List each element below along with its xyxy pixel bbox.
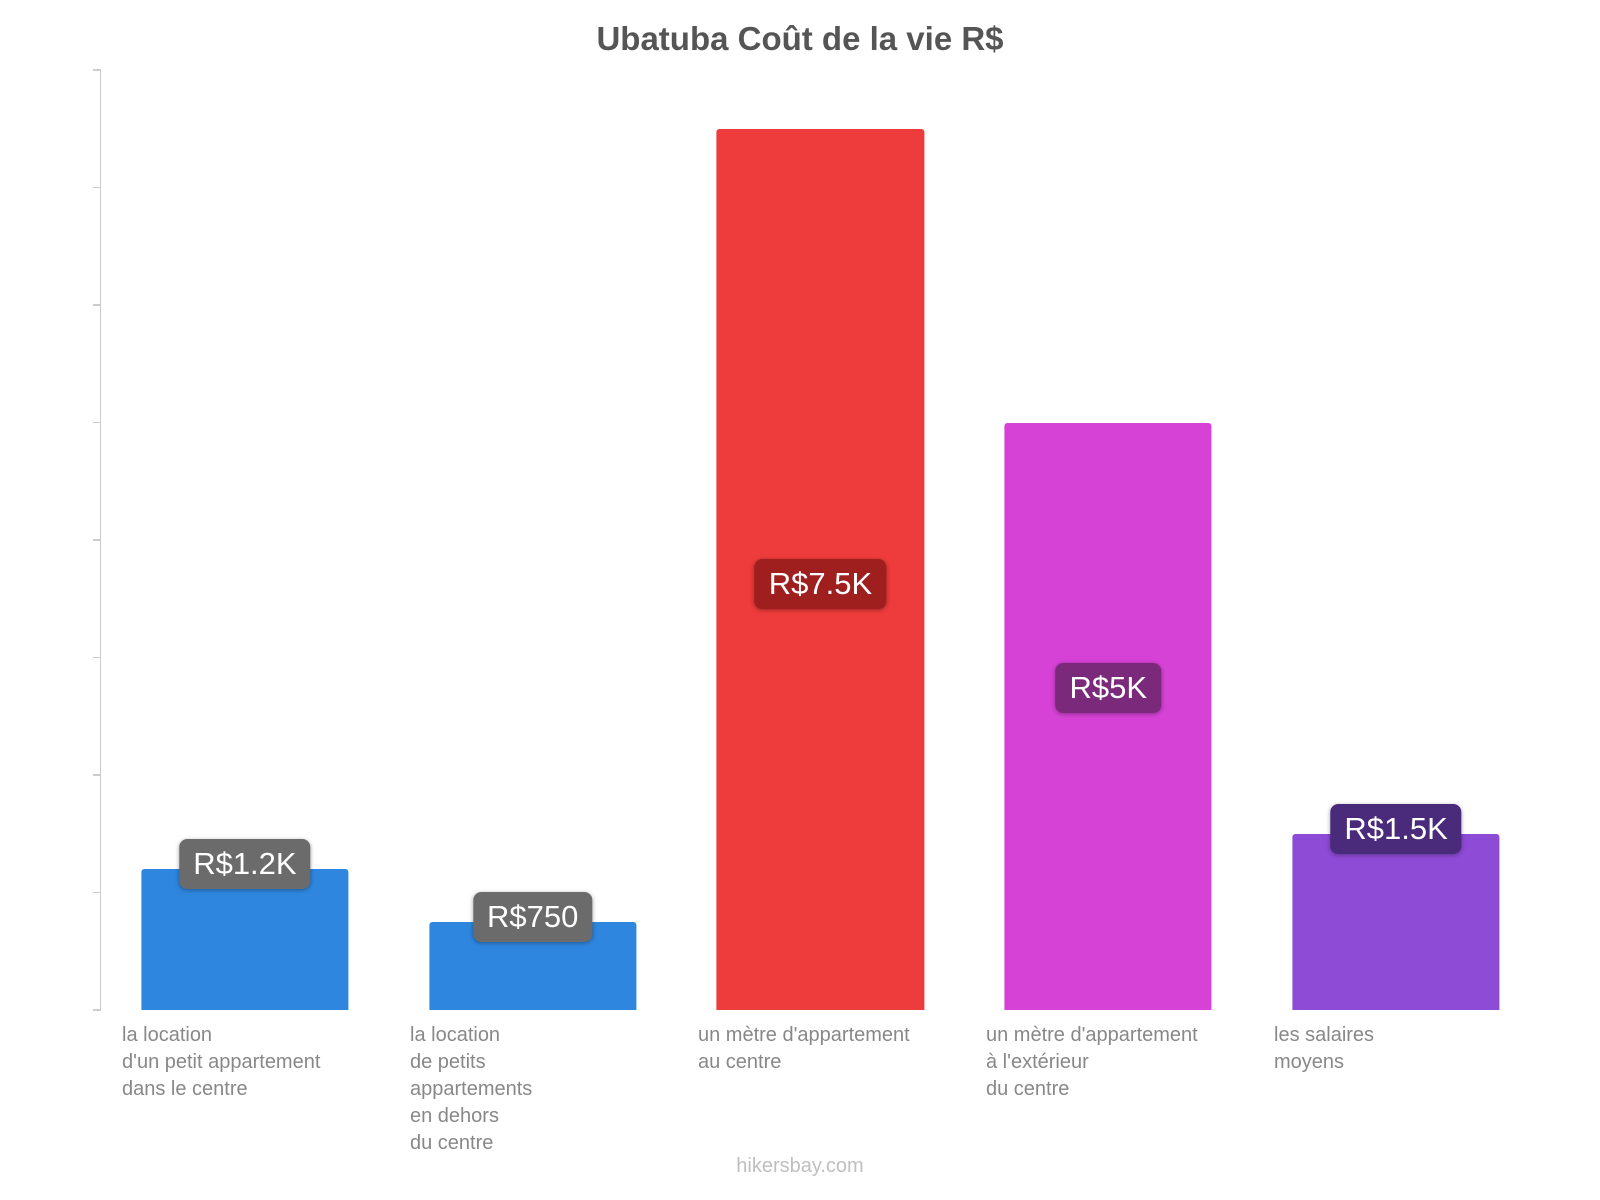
value-badge: R$1.2K xyxy=(179,839,310,889)
y-tick-mark xyxy=(93,69,101,71)
bar xyxy=(141,869,348,1010)
bar-slot: R$7.5K xyxy=(677,70,965,1010)
x-label: la locationd'un petit appartementdans le… xyxy=(122,1022,342,1103)
plot-area: R$1.2KR$750R$7.5KR$5KR$1.5K 010002000300… xyxy=(100,70,1540,1010)
y-tick-mark xyxy=(93,304,101,306)
bar-slot: R$1.5K xyxy=(1252,70,1540,1010)
x-label-slot: la locationd'un petit appartementdans le… xyxy=(100,1022,388,1157)
y-tick-mark xyxy=(93,892,101,894)
x-label: un mètre d'appartementà l'extérieurdu ce… xyxy=(986,1022,1206,1103)
value-badge: R$1.5K xyxy=(1330,804,1461,854)
chart-title: Ubatuba Coût de la vie R$ xyxy=(0,20,1600,58)
y-tick-mark xyxy=(93,774,101,776)
x-label-slot: un mètre d'appartementau centre xyxy=(676,1022,964,1157)
x-label: un mètre d'appartementau centre xyxy=(698,1022,918,1076)
x-label: les salairesmoyens xyxy=(1274,1022,1494,1076)
bar-slot: R$5K xyxy=(964,70,1252,1010)
bar-slot: R$1.2K xyxy=(101,70,389,1010)
bar xyxy=(1292,834,1499,1010)
x-label-slot: un mètre d'appartementà l'extérieurdu ce… xyxy=(964,1022,1252,1157)
x-axis-labels: la locationd'un petit appartementdans le… xyxy=(100,1022,1540,1157)
y-tick-mark xyxy=(93,657,101,659)
x-label-slot: la locationde petitsappartementsen dehor… xyxy=(388,1022,676,1157)
bar-slot: R$750 xyxy=(389,70,677,1010)
x-label: la locationde petitsappartementsen dehor… xyxy=(410,1022,630,1157)
y-tick-mark xyxy=(93,1009,101,1011)
bar xyxy=(1005,423,1212,1011)
attribution: hikersbay.com xyxy=(0,1155,1600,1178)
cost-of-living-chart: Ubatuba Coût de la vie R$ R$1.2K R$750 R$7… xyxy=(0,0,1600,1200)
x-label-slot: les salairesmoyens xyxy=(1252,1022,1540,1157)
y-tick-mark xyxy=(93,422,101,424)
value-badge: R$5K xyxy=(1056,663,1162,713)
bars-container: R$1.2K R$750 R$7.5K R$5K R$1.5K xyxy=(101,70,1540,1010)
y-tick-mark xyxy=(93,539,101,541)
value-badge: R$750 xyxy=(473,892,592,942)
y-tick-mark xyxy=(93,187,101,189)
value-badge: R$7.5K xyxy=(755,559,886,609)
